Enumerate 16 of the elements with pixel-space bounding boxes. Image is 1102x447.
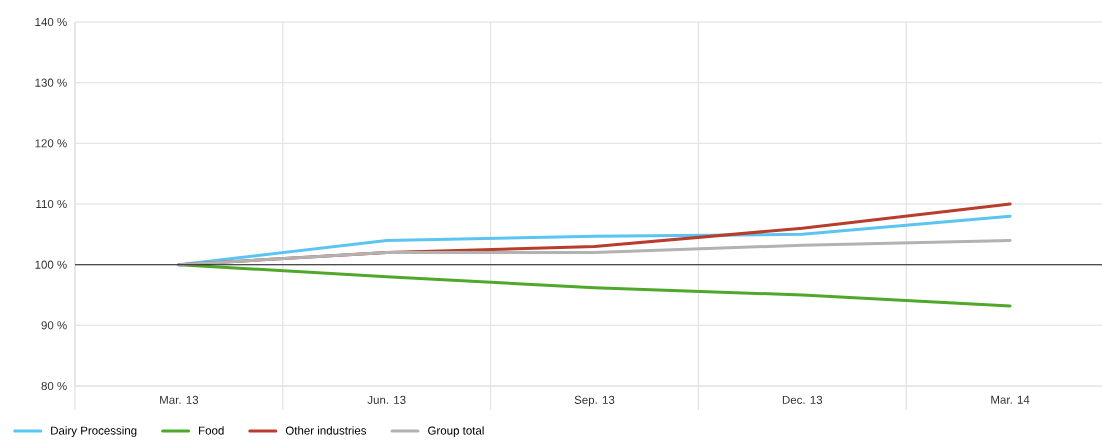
- y-tick-label: 100 %: [35, 260, 67, 269]
- y-tick-label: 140 %: [35, 17, 67, 27]
- legend-label: Dairy Processing: [51, 426, 137, 437]
- legend-label: Other industries: [285, 426, 367, 435]
- y-tick-label: 90 %: [41, 321, 67, 330]
- legend-label: Food: [199, 426, 224, 435]
- y-tick-label: 120 %: [35, 139, 67, 148]
- legend-label: Group total: [428, 426, 484, 437]
- y-tick-label: 110 %: [36, 199, 67, 209]
- y-tick-label: 80 %: [41, 381, 67, 391]
- y-tick-label: 130 %: [35, 78, 67, 87]
- x-tick-label: Jun. 13: [367, 395, 406, 404]
- x-tick-label: Mar. 14: [991, 395, 1030, 404]
- x-tick-label: Mar. 13: [160, 395, 199, 404]
- x-tick-label: Dec. 13: [782, 395, 823, 404]
- x-tick-label: Sep. 13: [574, 395, 615, 407]
